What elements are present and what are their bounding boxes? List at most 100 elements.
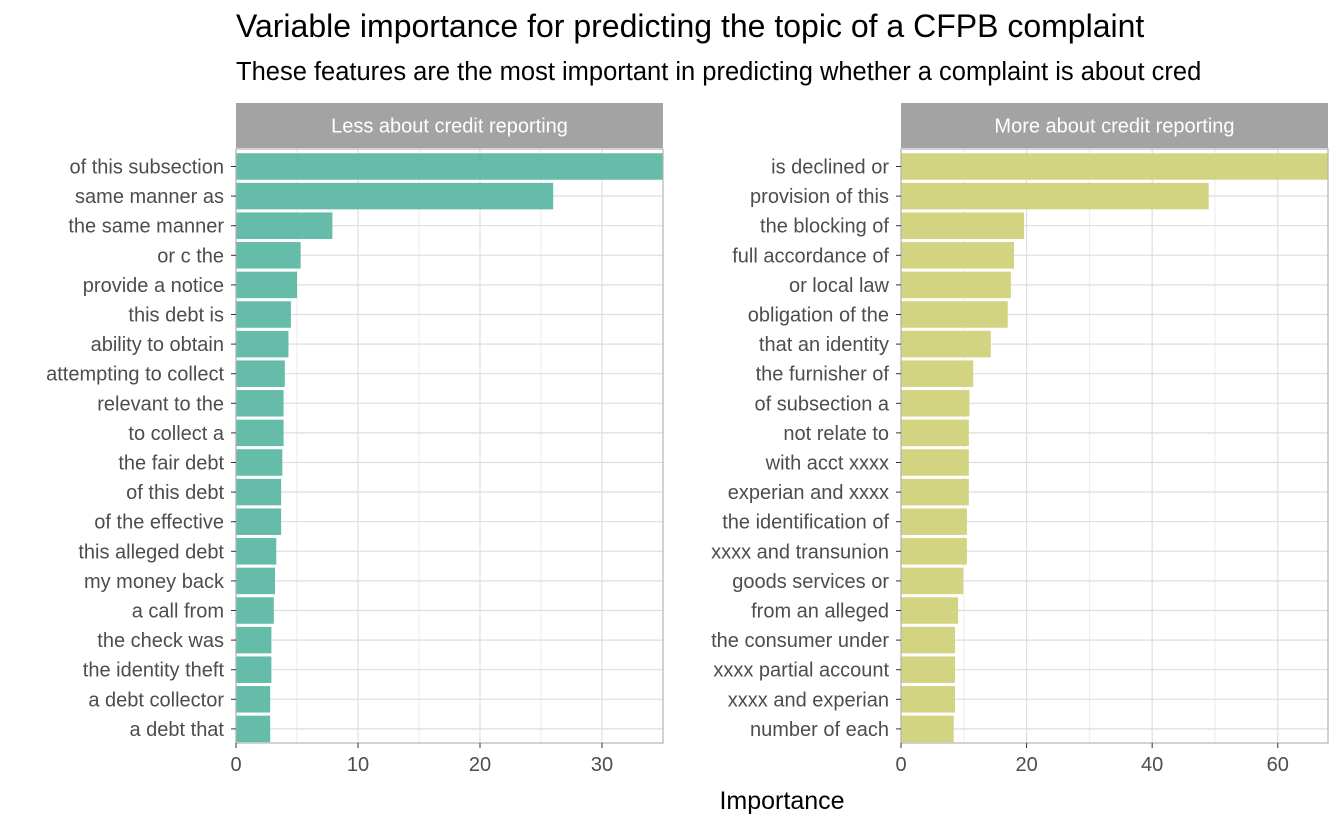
term-label: the check was (97, 630, 224, 652)
chart-subtitle: These features are the most important in… (236, 58, 1202, 86)
term-label: the consumer under (711, 630, 889, 652)
term-label: of this debt (126, 482, 224, 504)
term-label: or c the (157, 245, 224, 267)
term-label: with acct xxxx (765, 453, 889, 475)
x-tick-label: 0 (230, 754, 241, 776)
term-label: attempting to collect (46, 364, 224, 386)
bar (901, 449, 969, 476)
bar (236, 330, 289, 358)
bar (236, 626, 272, 654)
bar (236, 212, 333, 239)
bar (901, 419, 969, 447)
bar (236, 656, 272, 683)
x-tick-label: 40 (1141, 754, 1163, 776)
term-label: xxxx partial account (713, 660, 889, 682)
bar (901, 715, 954, 743)
facet-panel: More about credit reporting is declined o… (711, 103, 1329, 776)
bar (901, 360, 974, 387)
bar (236, 182, 554, 210)
term-label: same manner as (75, 186, 224, 208)
term-label: the same manner (68, 216, 224, 238)
term-label: of the effective (94, 512, 224, 534)
facet-strip-label: More about credit reporting (994, 116, 1234, 138)
bar (901, 567, 964, 595)
term-label: not relate to (783, 423, 889, 445)
term-label: a debt collector (88, 689, 224, 711)
term-label: a call from (132, 601, 224, 623)
term-label: from an alleged (751, 601, 889, 623)
bar (236, 478, 282, 506)
term-label: provision of this (750, 186, 889, 208)
term-label: number of each (750, 719, 889, 741)
facet-panel: Less about credit reporting of this subse… (46, 103, 664, 776)
bar (236, 271, 297, 299)
term-label: xxxx and transunion (711, 541, 889, 563)
term-label: is declined or (771, 157, 889, 179)
bar (236, 390, 284, 417)
bar (901, 597, 959, 624)
term-label: or local law (789, 275, 890, 297)
term-label: the identification of (722, 512, 889, 534)
term-label: obligation of the (748, 305, 889, 327)
bar (236, 419, 284, 447)
bar (236, 508, 282, 535)
term-label: full accordance of (732, 245, 889, 267)
term-label: relevant to the (97, 393, 224, 415)
x-tick-label: 0 (895, 754, 906, 776)
bar (236, 597, 274, 624)
term-label: of subsection a (754, 393, 889, 415)
facet-strip (901, 103, 1328, 148)
bar (901, 182, 1209, 210)
x-tick-label: 20 (1015, 754, 1037, 776)
bar (901, 508, 967, 535)
bar (236, 567, 276, 595)
bar (901, 271, 1011, 299)
chart-title: Variable importance for predicting the t… (236, 8, 1145, 44)
term-label: that an identity (759, 334, 889, 356)
term-label: goods services or (732, 571, 889, 593)
facet-strip (236, 103, 663, 148)
term-label: the fair debt (118, 453, 224, 475)
bar (901, 390, 970, 417)
bar (901, 656, 956, 683)
bar (901, 478, 969, 506)
bar (236, 242, 301, 269)
bar (236, 538, 277, 565)
x-tick-label: 20 (469, 754, 491, 776)
term-label: this alleged debt (78, 541, 224, 563)
bar (901, 153, 1328, 180)
bar (901, 686, 956, 713)
facet-strip-label: Less about credit reporting (331, 116, 568, 138)
term-label: provide a notice (83, 275, 224, 297)
term-label: this debt is (128, 305, 224, 327)
x-tick-label: 30 (591, 754, 613, 776)
x-axis-title: Importance (719, 787, 844, 815)
term-label: my money back (84, 571, 225, 593)
bar (901, 626, 956, 654)
x-tick-label: 10 (347, 754, 369, 776)
term-label: ability to obtain (91, 334, 224, 356)
bar (236, 301, 291, 328)
bar (901, 538, 967, 565)
term-label: the furnisher of (756, 364, 890, 386)
term-label: the identity theft (83, 660, 225, 682)
bar (236, 715, 271, 743)
x-tick-label: 60 (1267, 754, 1289, 776)
bar (236, 686, 271, 713)
term-label: to collect a (128, 423, 224, 445)
bar (901, 212, 1025, 239)
panel-border (235, 148, 664, 744)
panel-border (900, 148, 1329, 744)
term-label: experian and xxxx (728, 482, 889, 504)
bar (236, 360, 285, 387)
term-label: the blocking of (760, 216, 889, 238)
term-label: of this subsection (69, 157, 224, 179)
bar (901, 330, 991, 358)
term-label: xxxx and experian (728, 689, 889, 711)
term-label: a debt that (129, 719, 224, 741)
bar (901, 242, 1015, 269)
bar (236, 449, 283, 476)
bar (236, 153, 663, 180)
bar (901, 301, 1008, 328)
